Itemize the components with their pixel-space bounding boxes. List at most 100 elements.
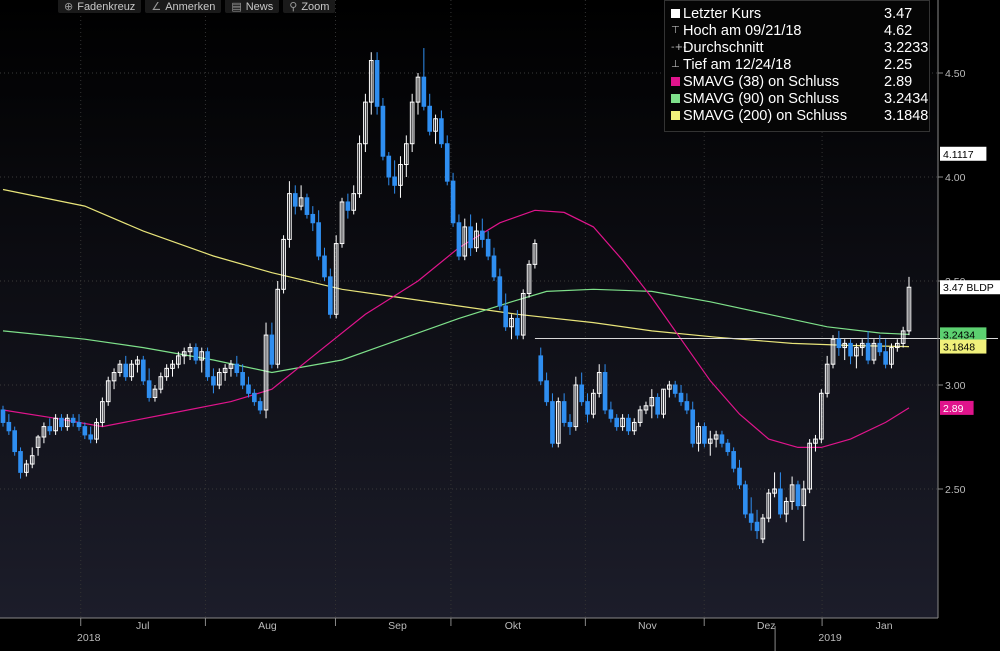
- candle-down: [345, 201, 351, 211]
- candle-up: [766, 492, 772, 519]
- legend-row: SMAVG (200) on Schluss 3.1848: [671, 107, 929, 124]
- x-tick-label: Nov: [638, 620, 657, 632]
- candle-up: [801, 488, 807, 507]
- legend-value: 2.25: [884, 56, 913, 73]
- candle-down: [88, 434, 93, 440]
- candle-down: [579, 384, 584, 403]
- candle-up: [819, 392, 824, 440]
- candle-up: [216, 372, 222, 386]
- y-tick-label: 3.00: [945, 380, 966, 392]
- price-tag-label: 3.2434: [943, 329, 975, 341]
- swatch-square: [671, 9, 680, 18]
- legend-row: ⊥ Tief am 12/24/18 2.25: [671, 56, 929, 73]
- candle-up: [772, 488, 777, 494]
- candle-up: [696, 426, 701, 444]
- price-tag-label: 3.47 BLDP: [943, 282, 994, 294]
- y-tick-label: 4.00: [945, 172, 966, 184]
- legend-value: 3.2434: [884, 90, 929, 107]
- candle-down: [544, 380, 549, 403]
- candle-up: [462, 226, 468, 257]
- candle-up: [591, 392, 596, 415]
- candle-up: [900, 330, 906, 344]
- candle-up: [281, 238, 286, 290]
- swatch-square: [671, 94, 680, 103]
- legend-swatch: [671, 77, 683, 86]
- candle-down: [468, 226, 473, 249]
- candle-down: [316, 222, 321, 257]
- candle-down: [328, 276, 333, 315]
- candle-down: [240, 372, 245, 386]
- legend-value: 3.47: [884, 5, 913, 22]
- candle-down: [567, 421, 573, 428]
- candle-down: [47, 426, 53, 432]
- candle-up: [573, 384, 579, 428]
- candle-up: [661, 388, 666, 415]
- candle-down: [82, 426, 88, 436]
- candle-up: [409, 101, 415, 145]
- candle-up: [433, 118, 438, 132]
- candle-down: [626, 417, 631, 432]
- candle-down: [550, 401, 555, 444]
- candle-up: [859, 342, 865, 349]
- candle-up: [637, 409, 643, 423]
- toolbar-fadenkreuz-button[interactable]: ⊕ Fadenkreuz: [58, 0, 142, 13]
- toolbar-news-button[interactable]: ▤ News: [225, 0, 280, 13]
- legend-label: SMAVG (90) on Schluss: [683, 90, 840, 107]
- candle-up: [152, 388, 158, 398]
- candle-up: [368, 60, 374, 103]
- candle-up: [176, 355, 181, 365]
- x-axis: Jul Aug Sep Okt Nov Dez Jan 2018 2019: [0, 617, 938, 651]
- legend: Letzter Kurs 3.47 ⊤ Hoch am 09/21/18 4.62 -+-…: [664, 0, 930, 132]
- candle-down: [795, 484, 801, 507]
- toolbar-zoom-button[interactable]: ⚲ Zoom: [283, 0, 336, 13]
- candle-down: [602, 372, 608, 411]
- candle-down: [725, 442, 731, 453]
- candle-up: [29, 455, 35, 465]
- candle-up: [339, 201, 345, 245]
- candle-down: [538, 355, 544, 382]
- candle-up: [100, 401, 105, 423]
- candle-down: [0, 409, 6, 423]
- candle-down: [655, 396, 660, 415]
- candle-down: [292, 193, 298, 207]
- candle-down: [585, 401, 590, 415]
- legend-row: -+- Durchschnitt 3.2233: [671, 39, 929, 56]
- candle-down: [479, 230, 485, 240]
- candle-down: [6, 421, 12, 432]
- candle-up: [94, 421, 99, 440]
- price-tag-label: 2.89: [943, 403, 964, 415]
- legend-marker-icon: ⊤: [671, 25, 680, 36]
- candle-up: [649, 396, 655, 407]
- candle-up: [667, 384, 672, 390]
- candle-up: [555, 401, 561, 444]
- price-tag: [940, 400, 974, 415]
- candle-down: [380, 105, 386, 157]
- legend-value: 4.62: [884, 22, 913, 39]
- x-tick-label: Okt: [505, 620, 521, 632]
- price-tag: [940, 327, 987, 342]
- toolbar-anmerken-button[interactable]: ∠ Anmerken: [145, 0, 222, 13]
- candle-up: [643, 405, 649, 411]
- candle-down: [193, 347, 199, 361]
- candle-down: [146, 380, 152, 398]
- legend-label: Hoch am 09/21/18: [683, 22, 802, 39]
- candle-down: [497, 276, 503, 307]
- news-icon: ▤: [231, 0, 242, 13]
- candle-down: [702, 426, 707, 444]
- candle-down: [304, 197, 310, 215]
- candle-up: [35, 436, 41, 448]
- candle-down: [836, 338, 842, 349]
- candle-up: [199, 351, 205, 361]
- candle-down: [310, 213, 316, 224]
- candle-up: [707, 438, 713, 444]
- candle-up: [415, 76, 421, 103]
- toolbar-label: Zoom: [301, 0, 330, 13]
- candle-up: [117, 363, 123, 374]
- legend-swatch: [671, 9, 683, 18]
- candle-down: [70, 417, 76, 423]
- candle-up: [871, 342, 877, 361]
- candle-up: [357, 143, 362, 195]
- legend-label: SMAVG (200) on Schluss: [683, 107, 848, 124]
- x-tick-label: Jul: [136, 620, 149, 632]
- candle-down: [205, 351, 210, 378]
